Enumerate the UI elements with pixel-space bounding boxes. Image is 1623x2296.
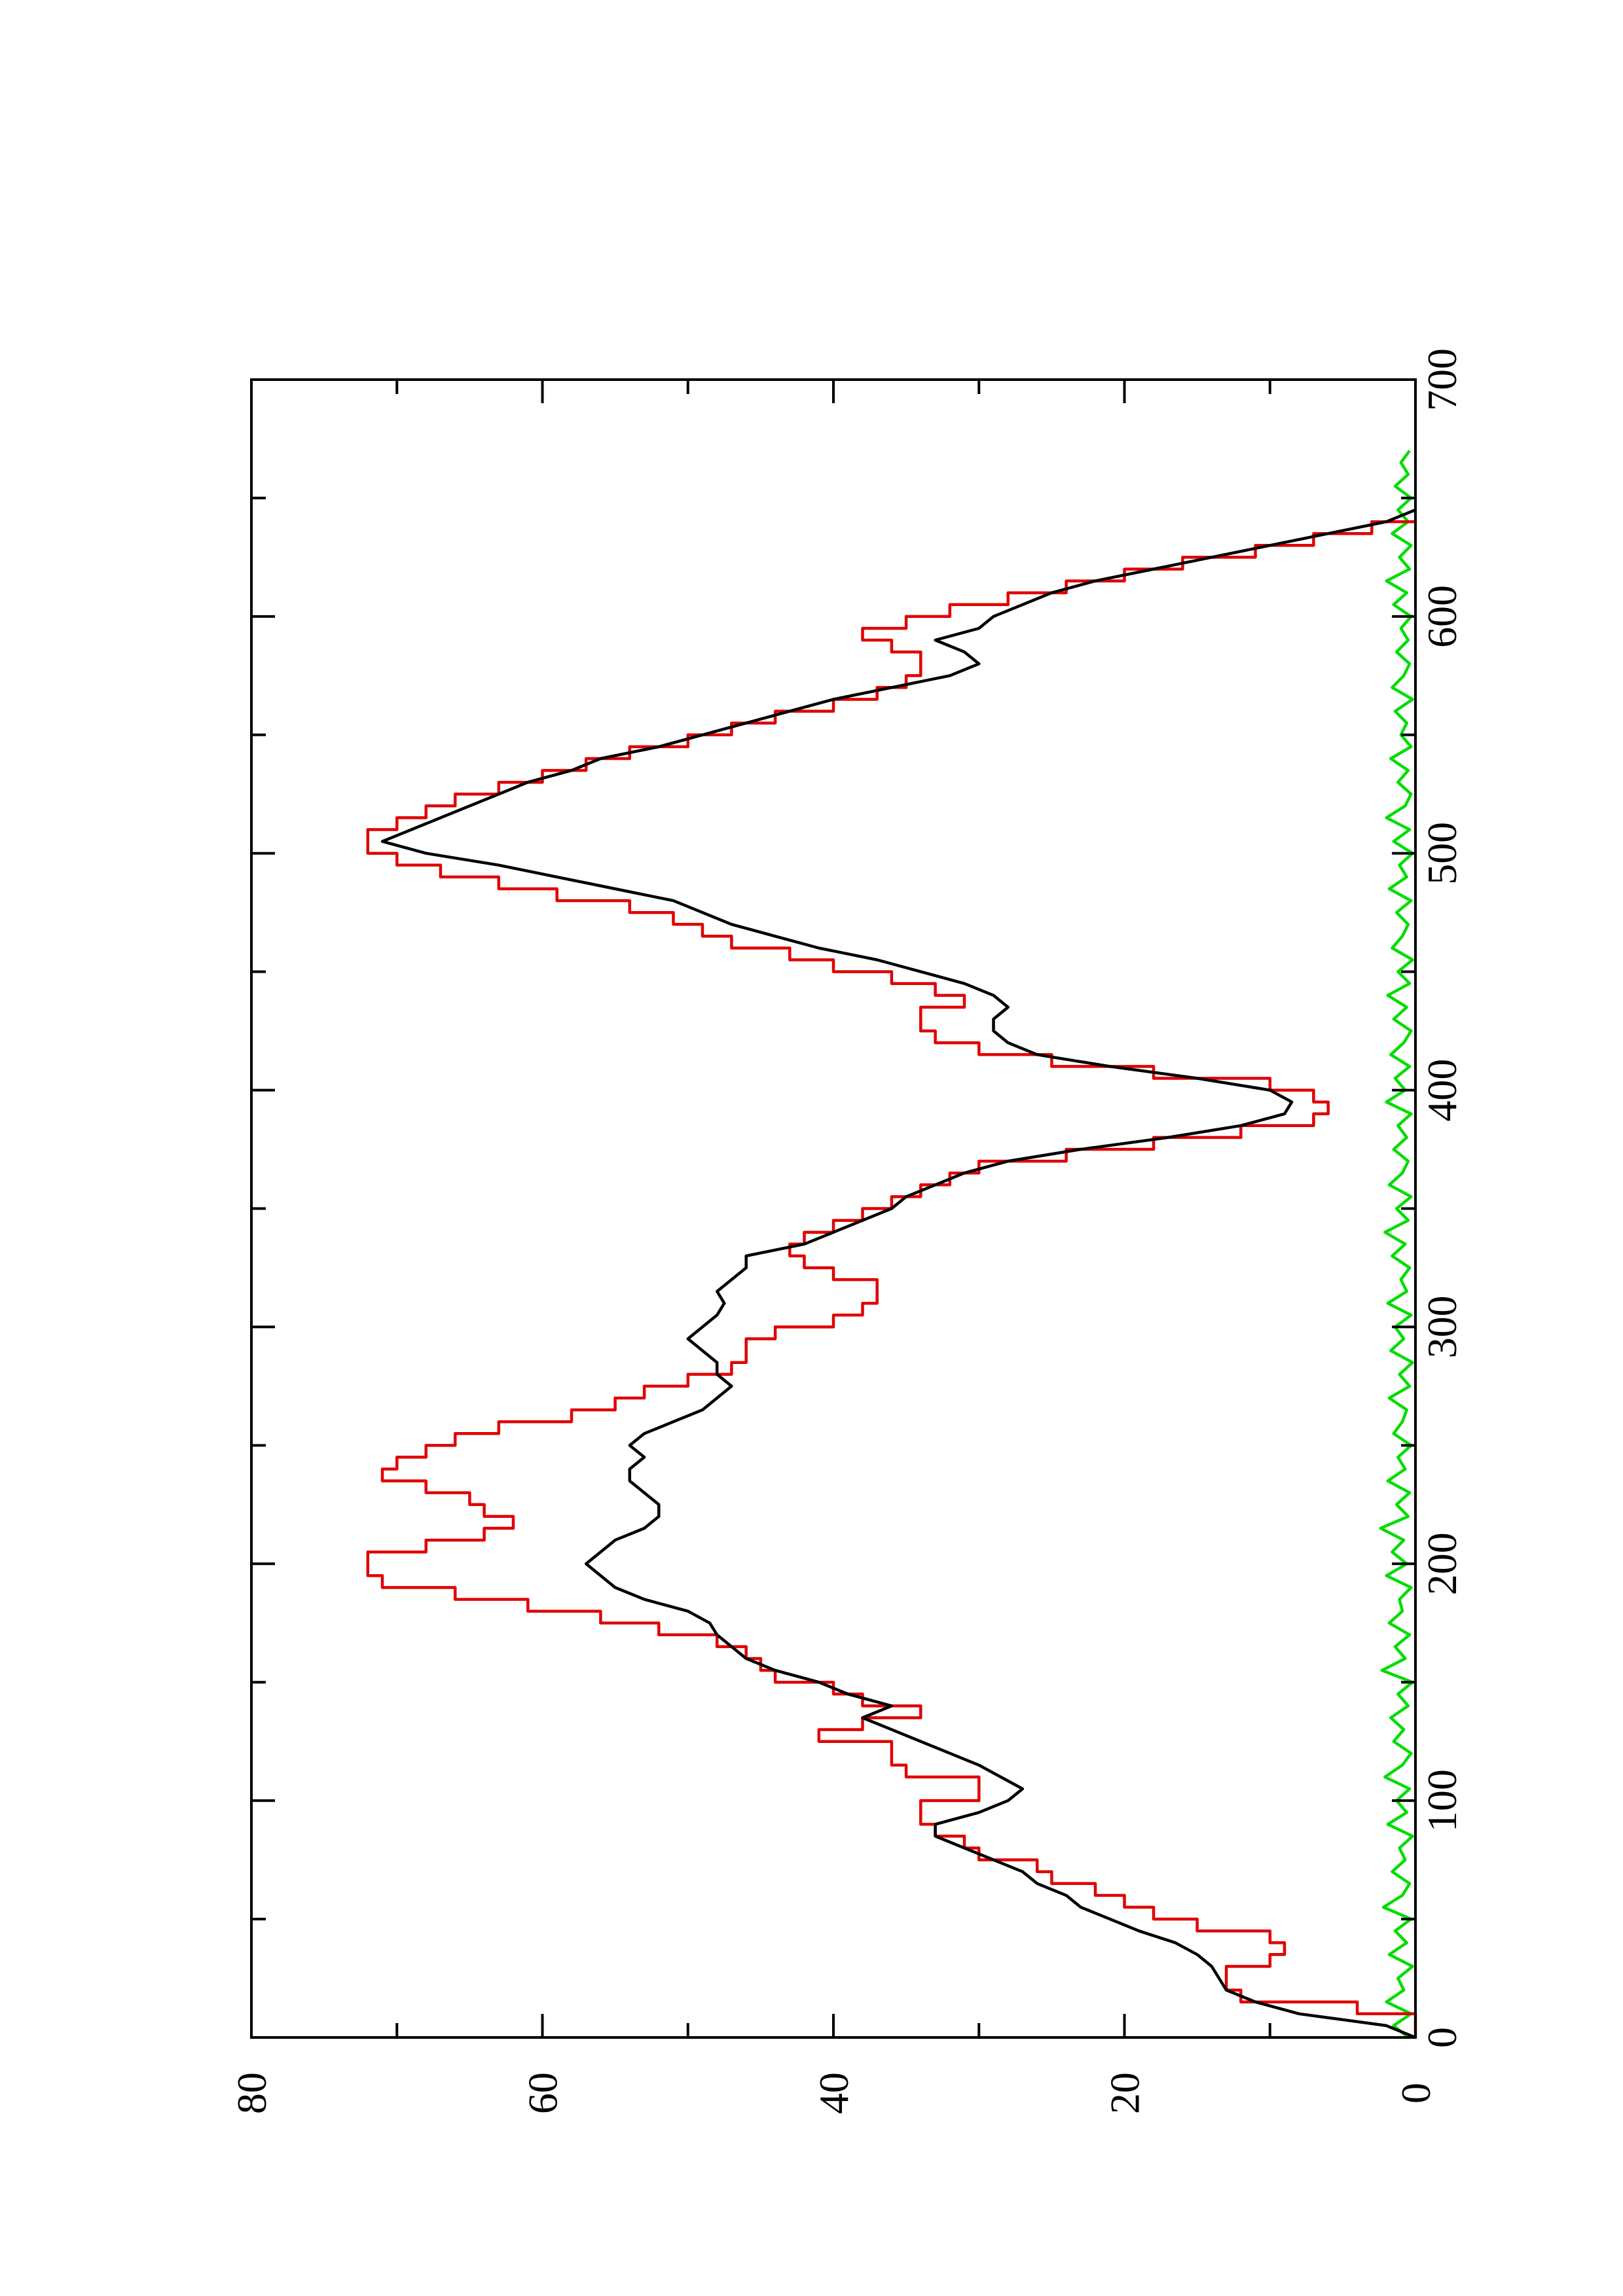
y-tick-label: 40 [811,2072,857,2114]
y-tick-label: 20 [1102,2072,1148,2114]
y-tick-label: 60 [520,2072,566,2114]
series-line-2 [1379,450,1414,2039]
x-tick-label: 200 [1419,1532,1465,1595]
tick-labels-layer: 0 100 200 300 400 500 600 700 0 20 40 60 80 [228,348,1465,2114]
x-tick-label: 300 [1419,1295,1465,1358]
x-tick-label: 500 [1419,822,1465,885]
plot-frame [250,378,1417,2039]
y-tick-label: 80 [228,2072,275,2114]
x-tick-label: 600 [1419,585,1465,648]
x-tick-label: 100 [1419,1769,1465,1832]
series-line-1 [366,520,1417,2037]
series-layer [366,450,1417,2039]
y-tick-label: 0 [1393,2083,1439,2104]
x-tick-label: 700 [1419,348,1465,411]
x-tick-label: 0 [1419,2027,1465,2048]
x-tick-label: 400 [1419,1059,1465,1122]
series-line-0 [380,508,1416,2039]
